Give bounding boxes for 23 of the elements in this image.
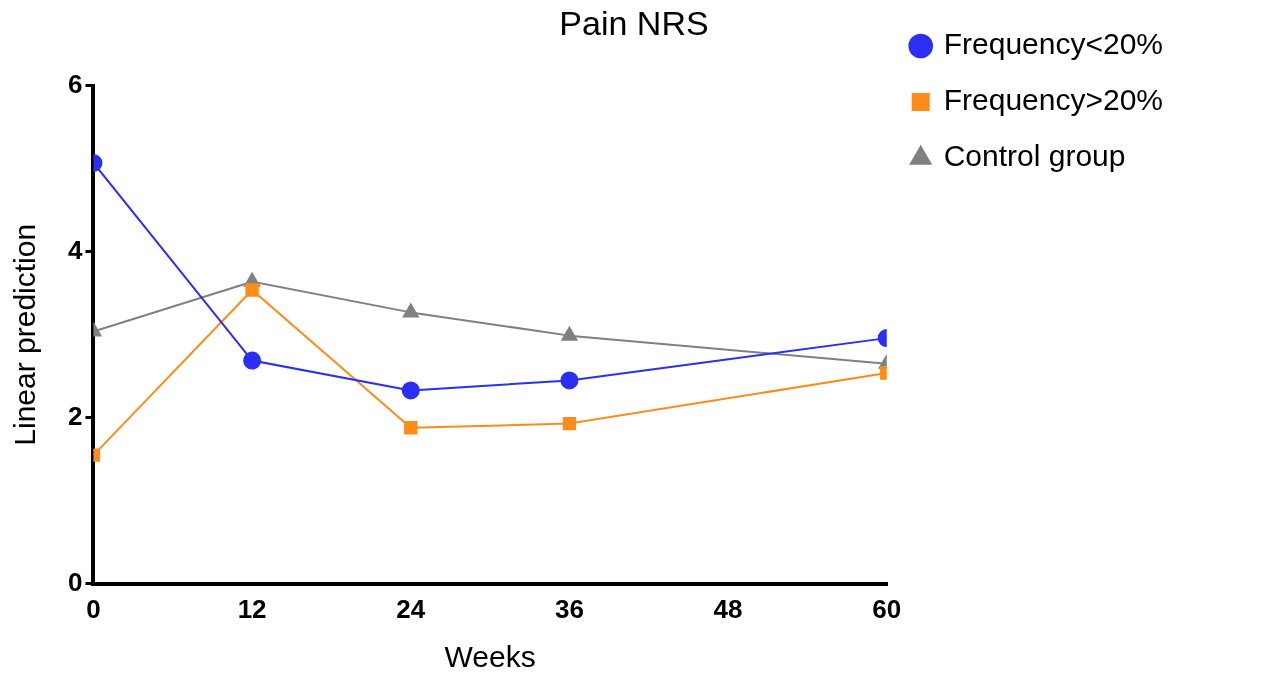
point (245, 283, 259, 297)
y-tick-label: 0 (67, 566, 83, 597)
legend-label: Control group (943, 139, 1126, 173)
y-tick-label: 2 (67, 400, 83, 431)
x-tick-label: 12 (237, 593, 267, 624)
chart-title: Pain NRS (559, 3, 709, 42)
point (560, 371, 579, 390)
point (402, 303, 419, 318)
legend-label: Frequency>20% (943, 83, 1164, 117)
x-tick-label: 60 (872, 593, 902, 624)
point (561, 326, 578, 341)
y-axis-title: Linear prediction (8, 223, 42, 446)
legend-label: Frequency<20% (943, 27, 1164, 61)
point (243, 351, 262, 370)
point (401, 381, 420, 400)
point (404, 421, 418, 435)
x-tick-label: 24 (396, 593, 426, 624)
y-tick-label: 4 (67, 234, 83, 265)
y-tick-label: 6 (67, 68, 83, 99)
x-tick-label: 36 (554, 593, 584, 624)
x-tick-label: 48 (713, 593, 743, 624)
point (562, 416, 577, 431)
x-axis-title: Weeks (444, 640, 536, 674)
